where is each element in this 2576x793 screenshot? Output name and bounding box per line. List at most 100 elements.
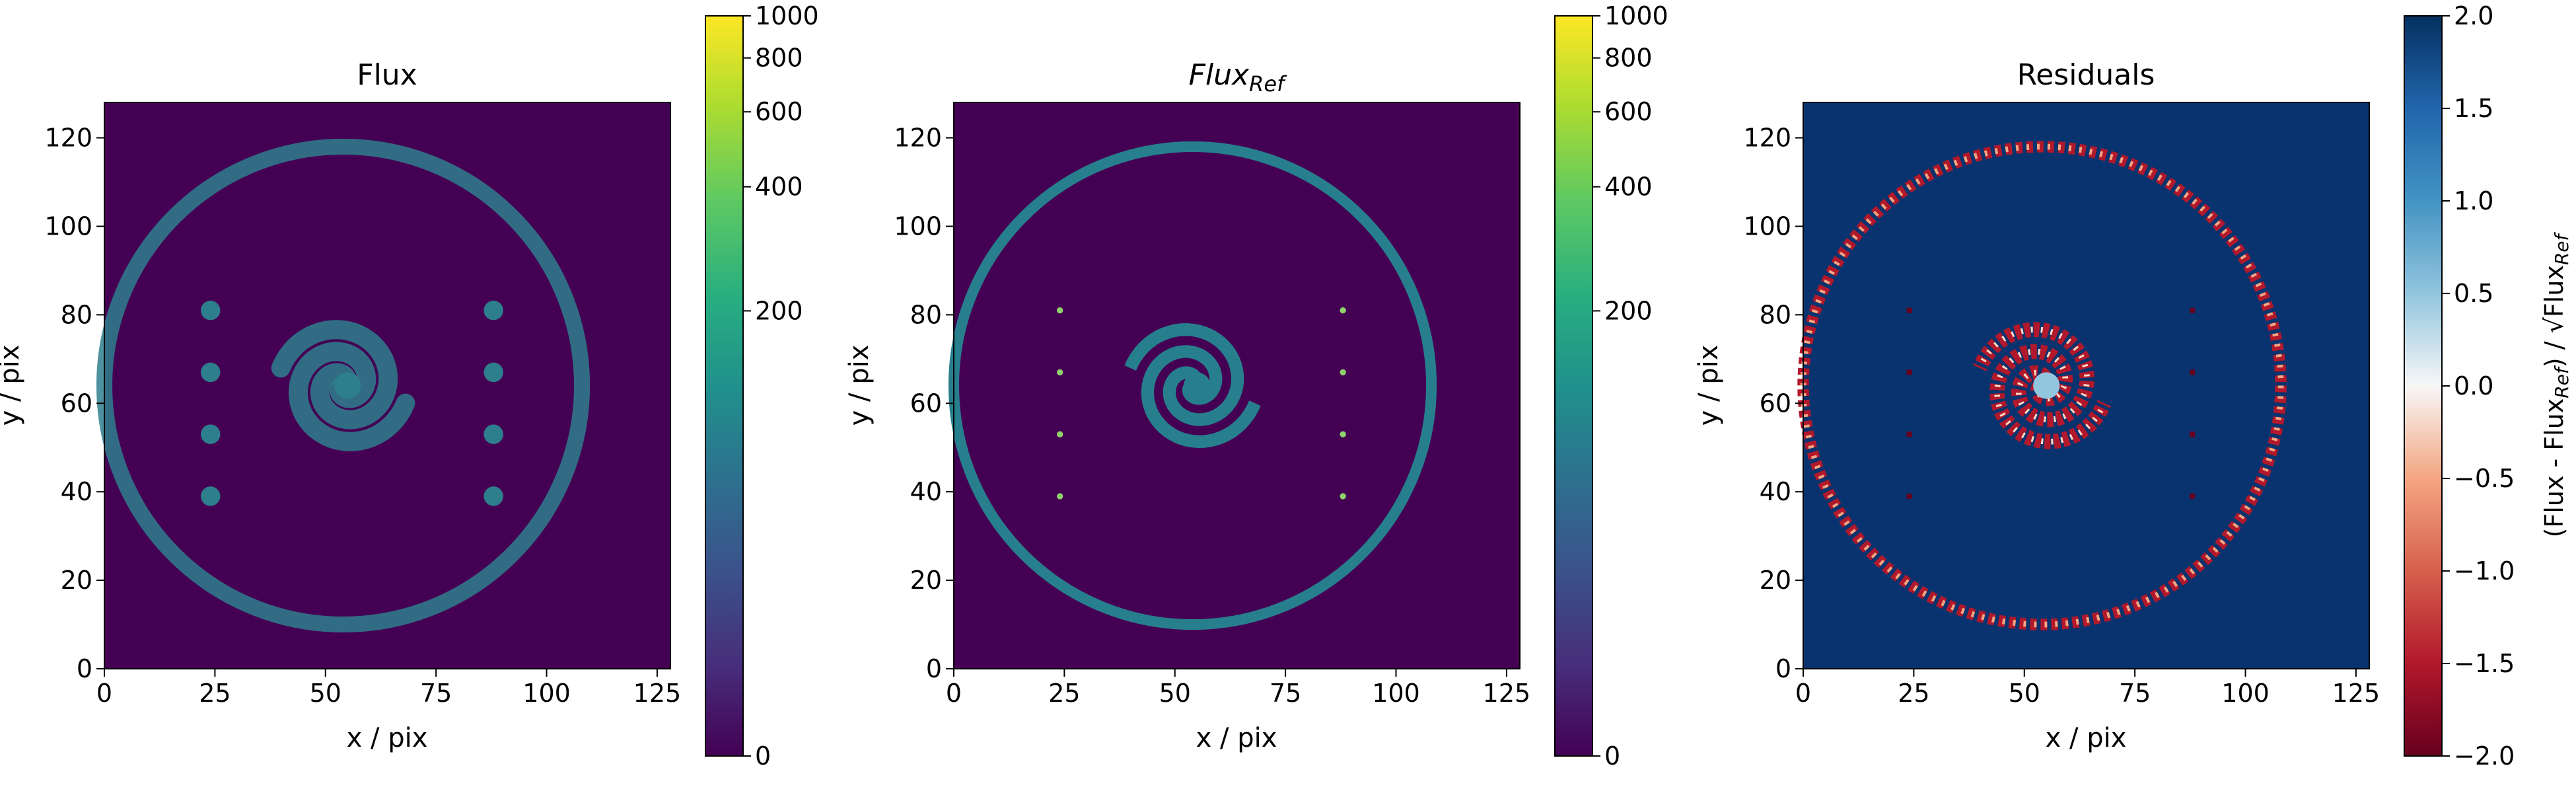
y-tick-label: 100 <box>894 211 942 241</box>
y-tick-label: 80 <box>910 300 942 329</box>
point-source <box>1340 307 1346 314</box>
colorbar-tick-label: 800 <box>755 44 803 73</box>
colorbar-fluxref: 0 200 400 600 800 1000 <box>1554 1 1668 771</box>
panel-fluxref-title-sub: Ref <box>1249 71 1287 96</box>
colorbar-tick-label: 600 <box>755 97 803 126</box>
point-source <box>483 424 503 444</box>
residual-point <box>2190 432 2196 437</box>
x-tick-label: 125 <box>633 679 682 708</box>
point-source <box>483 486 503 506</box>
point-source <box>200 300 221 321</box>
x-tick-label: 50 <box>2009 679 2040 708</box>
y-tick-label: 60 <box>1760 389 1791 418</box>
colorbar-tick-label: 200 <box>755 296 803 325</box>
panel-residuals-structures <box>1797 141 2287 630</box>
x-tick-label: 50 <box>1159 679 1191 708</box>
colorbar-tick-label: 400 <box>1604 172 1653 202</box>
residual-core <box>2033 372 2060 399</box>
colorbar-fluxref-ticks: 0 200 400 600 800 1000 <box>1592 1 1668 771</box>
panel-fluxref-axes: 0 25 50 75 100 125 0 20 40 60 80 100 120 <box>894 124 1530 708</box>
y-tick-label: 20 <box>1760 566 1791 595</box>
panel-flux-heatmap <box>96 102 671 669</box>
residual-point <box>2190 369 2196 375</box>
colorbar-tick-label: 800 <box>1604 44 1653 73</box>
panel-residuals: Residuals 0 25 50 75 100 125 0 20 40 60 80 100 120 x… <box>1694 58 2380 753</box>
point-source <box>200 424 221 444</box>
x-tick-label: 75 <box>2119 679 2151 708</box>
panel-residuals-ylabel: y / pix <box>1694 345 1724 426</box>
colorbar-tick-label: 0 <box>1604 741 1620 771</box>
y-tick-label: 120 <box>44 124 92 153</box>
x-tick-label: 25 <box>1048 679 1080 708</box>
colorbar-flux-frame <box>705 15 744 757</box>
colorbar-tick-label: 0 <box>755 741 771 771</box>
cb-label-part-2: Ref <box>2551 365 2573 398</box>
y-tick-label: 100 <box>1743 211 1791 241</box>
colorbar-flux: 0 200 400 600 800 1000 <box>705 1 819 771</box>
colorbar-tick-label: 0.5 <box>2454 279 2493 308</box>
residual-point <box>1906 307 1912 313</box>
panel-residuals-axes: 0 25 50 75 100 125 0 20 40 60 80 100 120 <box>1743 124 2380 708</box>
point-source <box>1057 307 1063 314</box>
panel-flux-axes: 0 25 50 75 100 125 0 20 40 60 80 100 120 <box>44 124 681 708</box>
point-source <box>200 362 221 383</box>
x-tick-label: 100 <box>1372 679 1420 708</box>
colorbar-tick-label: 1000 <box>1604 1 1668 30</box>
colorbar-tick-label: 400 <box>755 172 803 202</box>
colorbar-fluxref-frame <box>1554 15 1593 757</box>
x-tick-label: 25 <box>199 679 231 708</box>
x-tick-label: 75 <box>1270 679 1301 708</box>
y-tick-label: 60 <box>61 389 92 418</box>
x-tick-label: 125 <box>1483 679 1531 708</box>
y-tick-label: 40 <box>61 477 92 506</box>
panel-fluxref-title-main: Flux <box>1189 58 1250 92</box>
panel-flux-title: Flux <box>357 58 417 92</box>
colorbar-flux-ticks: 0 200 400 600 800 1000 <box>743 1 819 771</box>
colorbar-tick-label: 200 <box>1604 296 1653 325</box>
x-tick-label: 75 <box>420 679 452 708</box>
y-tick-label: 40 <box>910 477 942 506</box>
y-tick-label: 80 <box>1760 300 1791 329</box>
panel-residuals-frame <box>1803 102 2370 669</box>
x-tick-label: 0 <box>1795 679 1811 708</box>
residual-ring-speckle <box>1800 143 2284 628</box>
cb-label-part-4: Ref <box>2551 231 2573 265</box>
point-source <box>1340 493 1346 500</box>
point-source <box>483 300 503 321</box>
point-source <box>1057 369 1063 376</box>
colorbar-residuals-label: (Flux - FluxRef) / √FluxRef <box>2540 231 2573 537</box>
colorbar-residuals-gradient <box>2404 16 2442 756</box>
panel-residuals-xlabel: x / pix <box>2046 723 2127 753</box>
x-tick-label: 25 <box>1898 679 1929 708</box>
panel-fluxref-heatmap <box>948 102 1521 669</box>
spiral-core <box>1184 372 1211 399</box>
colorbar-residuals-ticks: 2.0 1.5 1.0 0.5 0.0 −0.5 −1.0 −1.5 −2.0 <box>2442 1 2515 771</box>
colorbar-fluxref-gradient <box>1555 16 1592 756</box>
x-tick-label: 100 <box>522 679 571 708</box>
panel-fluxref-frame <box>953 102 1521 669</box>
panel-flux: Flux 0 25 50 75 100 125 0 20 40 60 80 100 120 x / pi… <box>0 58 681 753</box>
panel-fluxref-xlabel: x / pix <box>1196 723 1277 753</box>
colorbar-tick-label: 1000 <box>755 1 819 30</box>
colorbar-tick-label: −2.0 <box>2454 741 2515 771</box>
colorbar-flux-gradient <box>705 16 743 756</box>
panel-residuals-title: Residuals <box>2017 58 2155 92</box>
panel-fluxref-title: FluxRef <box>1189 58 1287 96</box>
y-tick-label: 100 <box>44 211 92 241</box>
colorbar-tick-label: 2.0 <box>2454 1 2493 30</box>
cb-label-part-3: ) / √Flux <box>2540 265 2569 367</box>
y-tick-label: 0 <box>77 654 92 683</box>
residual-point <box>1906 493 1912 499</box>
point-source <box>1340 369 1346 376</box>
x-tick-label: 125 <box>2332 679 2380 708</box>
colorbar-tick-label: 600 <box>1604 97 1653 126</box>
colorbar-tick-label: 1.0 <box>2454 186 2493 215</box>
point-source <box>483 362 503 383</box>
x-tick-label: 0 <box>946 679 962 708</box>
residual-point <box>1906 369 1912 375</box>
y-tick-label: 0 <box>926 654 942 683</box>
y-tick-label: 60 <box>910 389 942 418</box>
colorbar-tick-label: −1.0 <box>2454 556 2515 585</box>
panel-flux-frame <box>104 102 671 669</box>
